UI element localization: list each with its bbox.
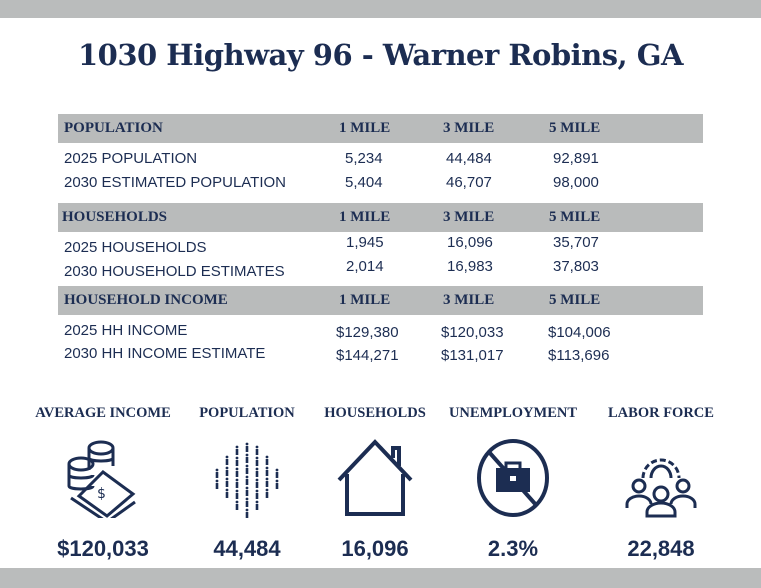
person-figure: [245, 442, 249, 452]
value-5-mile: 98,000: [553, 174, 599, 191]
stat-label: POPULATION: [199, 405, 295, 421]
person-figure: [255, 467, 259, 477]
person-figure: [245, 508, 249, 518]
value-1-mile: 5,404: [345, 174, 383, 191]
person-figure: [245, 475, 249, 485]
stat-label: AVERAGE INCOME: [35, 405, 171, 421]
table-row: 2030 HOUSEHOLD ESTIMATES 2,014 16,983 37…: [64, 258, 704, 281]
row-label: 2030 HH INCOME ESTIMATE: [64, 345, 266, 362]
top-bar: [0, 0, 761, 18]
house-icon: [337, 439, 413, 516]
value-5-mile: 92,891: [553, 150, 599, 167]
person-figure: [275, 468, 279, 478]
col-5-mile: 5 MILE: [549, 292, 601, 308]
population-header: POPULATION 1 MILE 3 MILE 5 MILE: [58, 114, 703, 143]
person-figure: [255, 489, 259, 499]
value-1-mile: 5,234: [345, 150, 383, 167]
stat-value: 16,096: [341, 536, 409, 561]
stat-value: 44,484: [213, 536, 281, 561]
person-figure: [245, 464, 249, 474]
person-figure: [245, 486, 249, 496]
svg-text:$: $: [97, 486, 106, 502]
person-figure: [235, 445, 239, 455]
bottom-bar: [0, 568, 761, 588]
value-3-mile: 46,707: [446, 174, 492, 191]
person-figure: [215, 468, 219, 478]
workforce-gear-icon: [625, 458, 697, 518]
households-header: HOUSEHOLDS 1 MILE 3 MILE 5 MILE: [58, 203, 703, 232]
table-row: 2025 POPULATION 5,234 44,484 92,891: [64, 150, 704, 170]
value-1-mile: 1,945: [346, 234, 384, 251]
person-figure: [255, 445, 259, 455]
table-row: 2025 HH INCOME $129,380 $120,033 $104,00…: [64, 322, 704, 342]
person-figure: [265, 466, 269, 476]
value-3-mile: 16,096: [447, 234, 493, 251]
stat-value: $120,033: [57, 536, 149, 561]
person-figure: [255, 456, 259, 466]
value-5-mile: $113,696: [548, 347, 610, 364]
value-3-mile: 16,983: [447, 258, 493, 275]
row-label: 2025 HH INCOME: [64, 322, 188, 339]
stat-label: LABOR FORCE: [608, 405, 714, 421]
person-figure: [265, 488, 269, 498]
person-figure: [225, 455, 229, 465]
person-figure: [235, 478, 239, 488]
row-label: 2025 HOUSEHOLDS: [64, 239, 207, 256]
col-5-mile: 5 MILE: [549, 120, 601, 136]
value-5-mile: $104,006: [548, 324, 611, 341]
money-icon: $: [67, 440, 136, 518]
value-3-mile: $131,017: [441, 347, 504, 364]
person-figure: [275, 479, 279, 489]
person-figure: [215, 479, 219, 489]
col-3-mile: 3 MILE: [443, 209, 495, 225]
row-label: 2025 POPULATION: [64, 150, 198, 167]
person-figure: [255, 478, 259, 488]
table-row: 2030 HH INCOME ESTIMATE $144,271 $131,01…: [64, 345, 704, 365]
col-1-mile: 1 MILE: [339, 292, 391, 308]
person-figure: [235, 489, 239, 499]
person-figure: [235, 467, 239, 477]
row-label: 2030 ESTIMATED POPULATION: [64, 174, 287, 191]
person-figure: [265, 477, 269, 487]
stat-value: 2.3%: [487, 536, 539, 561]
value-3-mile: 44,484: [446, 150, 492, 167]
value-1-mile: $129,380: [336, 324, 399, 341]
stat-label: UNEMPLOYMENT: [448, 405, 578, 421]
person-figure: [235, 456, 239, 466]
value-3-mile: $120,033: [441, 324, 504, 341]
person-figure: [225, 488, 229, 498]
section-title: POPULATION: [64, 120, 163, 136]
value-1-mile: 2,014: [346, 258, 384, 275]
value-5-mile: 35,707: [553, 234, 599, 251]
no-briefcase-icon: [477, 439, 549, 517]
household-income-header: HOUSEHOLD INCOME 1 MILE 3 MILE 5 MILE: [58, 286, 703, 315]
row-label: 2030 HOUSEHOLD ESTIMATES: [64, 263, 285, 280]
col-3-mile: 3 MILE: [443, 292, 495, 308]
col-5-mile: 5 MILE: [549, 209, 601, 225]
section-title: HOUSEHOLD INCOME: [64, 292, 228, 308]
people-crowd-icon: [215, 442, 279, 518]
person-figure: [225, 466, 229, 476]
person-figure: [245, 453, 249, 463]
table-row: 2025 HOUSEHOLDS 1,945 16,096 35,707: [64, 234, 704, 257]
person-figure: [255, 500, 259, 510]
col-1-mile: 1 MILE: [339, 120, 391, 136]
page-title: 1030 Highway 96 - Warner Robins, GA: [77, 38, 684, 72]
person-figure: [245, 497, 249, 507]
person-figure: [265, 455, 269, 465]
col-3-mile: 3 MILE: [443, 120, 495, 136]
stat-value: 22,848: [627, 536, 695, 561]
stat-label: HOUSEHOLDS: [324, 405, 426, 421]
value-5-mile: 37,803: [553, 258, 599, 275]
section-title: HOUSEHOLDS: [62, 209, 168, 225]
col-1-mile: 1 MILE: [339, 209, 391, 225]
person-figure: [235, 500, 239, 510]
table-row: 2030 ESTIMATED POPULATION 5,404 46,707 9…: [64, 174, 704, 194]
value-1-mile: $144,271: [336, 347, 399, 364]
person-figure: [225, 477, 229, 487]
